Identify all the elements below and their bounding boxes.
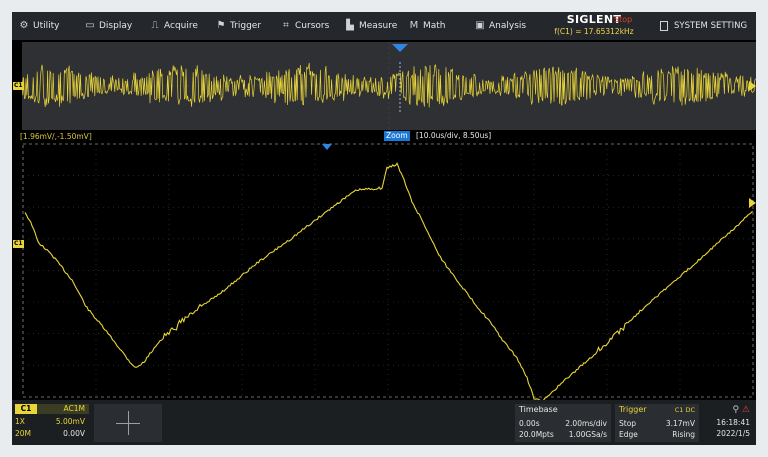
trigger-slope: Rising (672, 430, 695, 439)
overview-channel-marker[interactable]: C1 (13, 82, 24, 90)
channel1-bandwidth: 20M (15, 429, 32, 438)
clock-panel: ⚲ ⚠ 16:18:41 2022/1/5 (704, 404, 754, 442)
menu-cursors-label: Cursors (295, 21, 330, 31)
math-icon: M (409, 20, 419, 31)
overview-waveform-area[interactable] (22, 42, 756, 130)
trigger-source: C1 DC (674, 406, 695, 414)
menu-acquire[interactable]: ⎍ Acquire (149, 12, 198, 40)
timebase-scale: 2.00ms/div (565, 419, 607, 428)
monitor-icon: ▭ (85, 20, 95, 31)
channel1-label: C1 (15, 404, 37, 414)
overview-trigger-level-marker[interactable] (749, 81, 756, 91)
zoom-vertical-range: [1.96mV/,-1.50mV] (20, 132, 92, 141)
overview-trace-svg (22, 42, 756, 130)
status-bar: C1 AC1M 1X 5.00mV 20M 0.00V Timebase 0.0… (12, 400, 756, 445)
timebase-title: Timebase (519, 405, 558, 414)
channel1-panel[interactable]: C1 AC1M 1X 5.00mV 20M 0.00V (15, 404, 89, 442)
timebase-panel[interactable]: Timebase 0.00s 2.00ms/div 20.0Mpts 1.00G… (515, 404, 611, 442)
trigger-type: Edge (619, 430, 638, 439)
brand-status: SIGLENT Stop f(C1) = 17.65312kHz (542, 14, 646, 38)
trigger-state: Stop (619, 419, 637, 428)
menu-measure-label: Measure (359, 21, 398, 31)
overview-trace (22, 62, 756, 108)
gear-icon: ⚙ (19, 20, 29, 31)
zoom-trace-svg (22, 143, 756, 400)
oscilloscope-screen: ⚙ Utility ▭ Display ⎍ Acquire ⚑ Trigger ⌗ Cur… (12, 12, 756, 445)
cursors-icon: ⌗ (283, 20, 289, 31)
system-setting-button[interactable]: SYSTEM SETTING (660, 12, 747, 40)
clock-time: 16:18:41 (716, 418, 750, 427)
frequency-counter: f(C1) = 17.65312kHz (554, 27, 634, 36)
add-channel-button[interactable] (94, 404, 162, 442)
acquire-icon: ⎍ (151, 20, 159, 31)
menu-trigger[interactable]: ⚑ Trigger (215, 12, 262, 40)
channel1-probe: 1X (15, 417, 25, 426)
channel1-scale: 5.00mV (55, 417, 85, 426)
analysis-icon: ▣ (475, 20, 485, 31)
channel1-row-probe: 1X 5.00mV (15, 416, 89, 427)
brand-logo: SIGLENT (566, 13, 622, 26)
menu-analysis[interactable]: ▣ Analysis (474, 12, 526, 40)
channel1-header: C1 AC1M (15, 404, 89, 414)
zoom-timebase-info: [10.0us/div, 8.50us] (416, 131, 492, 140)
zoom-waveform-area[interactable]: [1.96mV/,-1.50mV] Zoom [10.0us/div, 8.50… (12, 130, 756, 400)
menu-math[interactable]: M Math (408, 12, 446, 40)
channel1-coupling: AC1M (63, 404, 85, 413)
menu-utility[interactable]: ⚙ Utility (18, 12, 60, 40)
channel1-row-bw: 20M 0.00V (15, 428, 89, 439)
menu-cursors[interactable]: ⌗ Cursors (280, 12, 329, 40)
menu-acquire-label: Acquire (164, 21, 198, 31)
document-icon (660, 20, 668, 31)
zoom-trace (24, 162, 753, 400)
run-state-badge[interactable]: Stop (614, 15, 633, 24)
menu-measure[interactable]: ▙ Measure (344, 12, 397, 40)
trigger-icon: ⚑ (216, 20, 226, 31)
channel1-offset: 0.00V (63, 429, 85, 438)
trigger-level: 3.17mV (665, 419, 695, 428)
zoom-channel-marker[interactable]: C1 (13, 240, 24, 248)
usb-lan-icons: ⚲ ⚠ (732, 404, 750, 416)
zoom-trigger-position-marker[interactable] (322, 144, 332, 150)
clock-date: 2022/1/5 (716, 429, 750, 438)
menu-bar: ⚙ Utility ▭ Display ⎍ Acquire ⚑ Trigger ⌗ Cur… (12, 12, 756, 40)
trigger-position-marker[interactable] (392, 44, 408, 52)
system-setting-label: SYSTEM SETTING (674, 21, 748, 31)
menu-utility-label: Utility (33, 21, 60, 31)
timebase-delay: 0.00s (519, 419, 540, 428)
menu-display[interactable]: ▭ Display (84, 12, 132, 40)
zoom-trigger-level-marker[interactable] (749, 198, 756, 208)
timebase-memory: 20.0Mpts (519, 430, 554, 439)
menu-trigger-label: Trigger (230, 21, 262, 31)
menu-analysis-label: Analysis (489, 21, 527, 31)
plus-icon-vertical (128, 411, 129, 435)
lan-icon: ⚠ (741, 405, 750, 415)
measure-icon: ▙ (346, 20, 354, 31)
menu-math-label: Math (423, 21, 446, 31)
menu-display-label: Display (99, 21, 133, 31)
trigger-panel[interactable]: Trigger C1 DC Stop 3.17mV Edge Rising (615, 404, 699, 442)
timebase-sample-rate: 1.00GSa/s (568, 430, 607, 439)
usb-icon: ⚲ (732, 405, 740, 415)
trigger-title: Trigger (619, 405, 647, 414)
zoom-badge[interactable]: Zoom (384, 131, 410, 141)
